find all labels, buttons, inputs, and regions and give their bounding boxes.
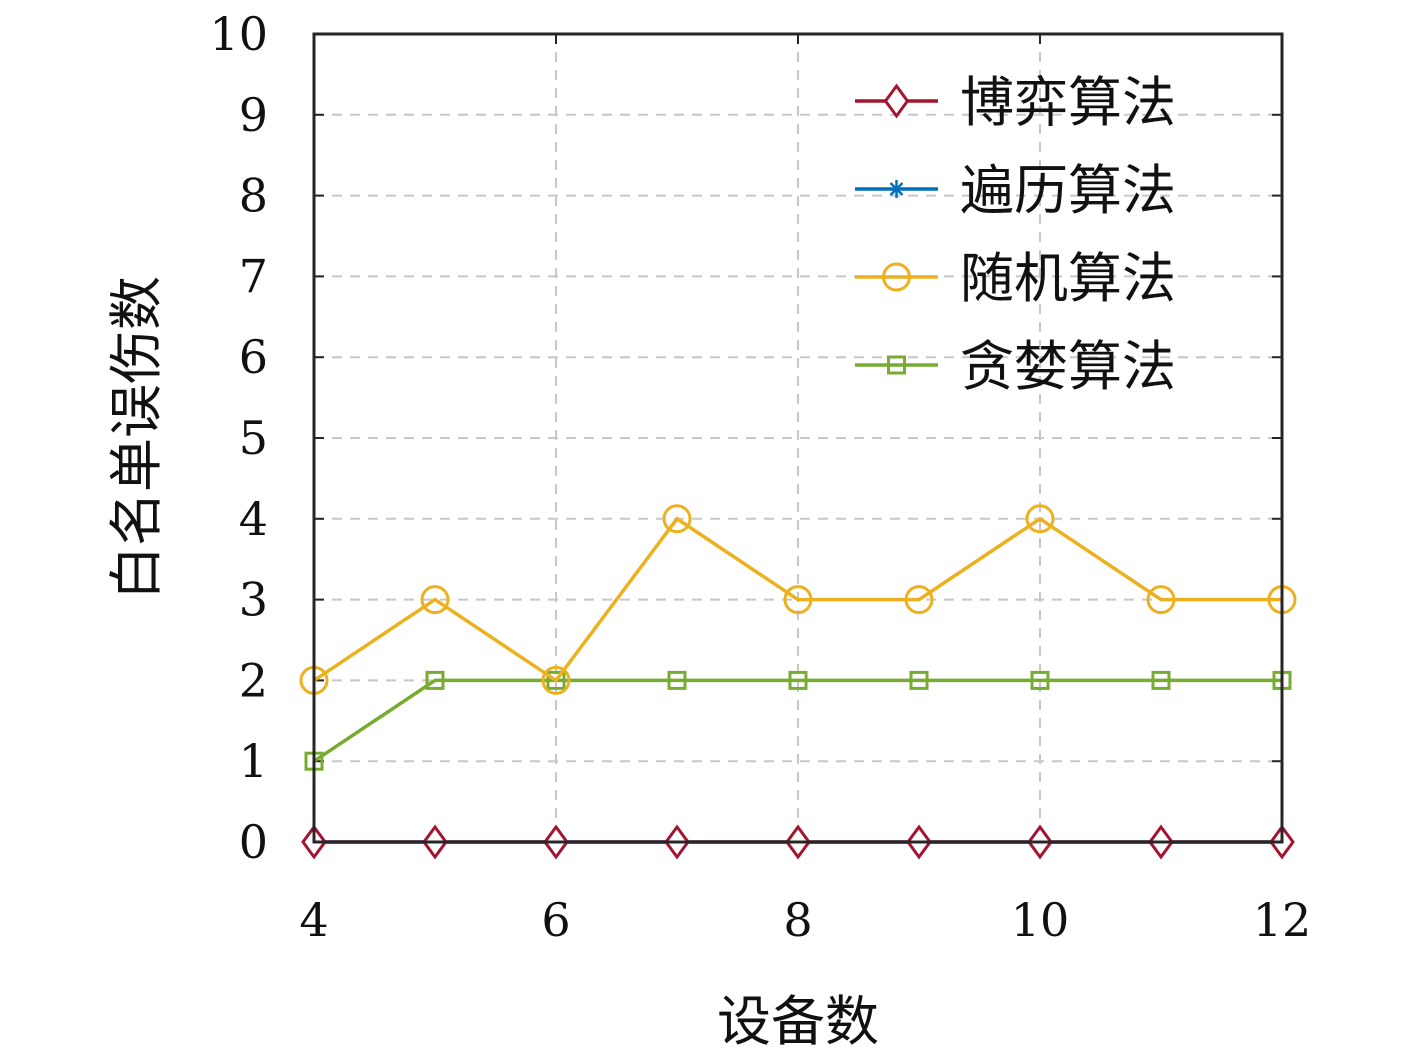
legend-entry: 遍历算法 — [855, 159, 1176, 222]
data-point-square — [788, 670, 808, 690]
data-point-circle — [904, 585, 934, 615]
series-line-square — [313, 678, 1282, 763]
data-point-square — [425, 670, 445, 690]
legend-label: 遍历算法 — [960, 159, 1176, 222]
grid-layer — [314, 34, 1282, 842]
y-tick-label: 1 — [239, 734, 268, 788]
y-tick-label: 6 — [239, 330, 268, 384]
series-square — [304, 670, 1292, 771]
x-tick-label: 6 — [541, 893, 570, 947]
x-tick-label: 8 — [783, 893, 812, 947]
data-point-circle — [1025, 504, 1055, 534]
legend-label: 随机算法 — [960, 247, 1176, 310]
y-tick-label: 9 — [239, 88, 268, 142]
legend-entry: 随机算法 — [855, 247, 1176, 310]
legend-label: 博弈算法 — [960, 71, 1176, 134]
legend-entry: 贪婪算法 — [855, 335, 1176, 398]
legend-marker — [883, 83, 910, 119]
legend-marker — [882, 262, 911, 292]
y-tick-label: 3 — [239, 573, 268, 627]
legend-entry: 博弈算法 — [855, 71, 1176, 134]
legend-marker — [887, 180, 906, 198]
y-tick-label: 4 — [239, 492, 268, 546]
legend-label: 贪婪算法 — [960, 335, 1176, 398]
y-tick-label: 8 — [239, 169, 268, 223]
data-point-square — [546, 670, 566, 690]
x-tick-label: 10 — [1011, 893, 1070, 947]
data-point-circle — [1146, 585, 1176, 615]
y-axis-title: 白名单误伤数 — [105, 276, 168, 600]
series-line-circle — [313, 516, 1282, 683]
data-point-square — [1030, 670, 1050, 690]
data-point-circle — [662, 504, 692, 534]
legend-marker — [887, 355, 906, 375]
data-point-square — [667, 670, 687, 690]
y-tick-label: 2 — [239, 653, 268, 707]
data-point-circle — [420, 585, 450, 615]
data-point-circle — [541, 665, 571, 695]
y-tick-label: 5 — [239, 411, 268, 465]
data-point-square — [1151, 670, 1171, 690]
y-tick-label: 10 — [209, 7, 268, 61]
x-axis-title: 设备数 — [717, 990, 879, 1053]
x-tick-label: 12 — [1253, 893, 1312, 947]
plot-frame — [312, 32, 1284, 844]
x-tick-label: 4 — [299, 893, 328, 947]
y-tick-label: 0 — [239, 815, 268, 869]
data-point-square — [909, 670, 929, 690]
y-tick-label: 7 — [239, 249, 268, 303]
data-point-circle — [783, 585, 813, 615]
